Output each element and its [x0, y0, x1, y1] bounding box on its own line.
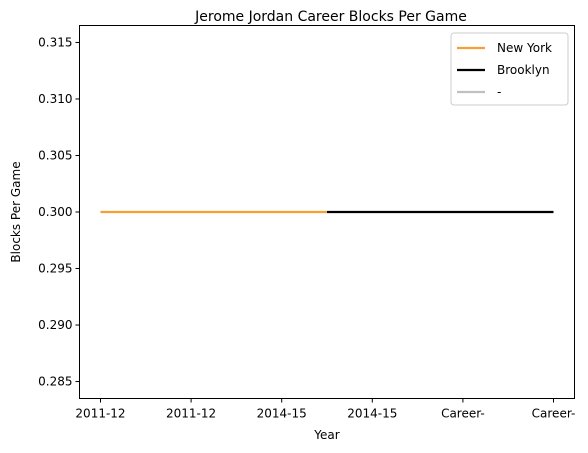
- y-axis: 0.285 0.290 0.295 0.300 0.305 0.310 0.315: [38, 35, 80, 389]
- y-axis-label: Blocks Per Game: [9, 161, 23, 262]
- legend: New York Brooklyn -: [450, 32, 569, 106]
- x-tick-label: 2011-12: [166, 407, 216, 421]
- x-tick-label: 2011-12: [75, 407, 125, 421]
- y-tick-label: 0.300: [38, 205, 72, 219]
- chart-title: Jerome Jordan Career Blocks Per Game: [194, 9, 467, 25]
- legend-label: New York: [497, 41, 552, 55]
- y-tick-label: 0.310: [38, 92, 72, 106]
- x-axis-label: Year: [313, 428, 339, 442]
- y-tick-label: 0.305: [38, 148, 72, 162]
- y-tick-label: 0.315: [38, 35, 72, 49]
- x-tick-label: Career-: [532, 407, 576, 421]
- y-tick-label: 0.285: [38, 375, 72, 389]
- legend-label: Brooklyn: [497, 63, 550, 77]
- x-tick-label: 2014-15: [257, 407, 307, 421]
- x-tick-label: 2014-15: [347, 407, 397, 421]
- legend-label: -: [497, 85, 501, 99]
- legend-box: [450, 32, 569, 106]
- y-tick-label: 0.295: [38, 262, 72, 276]
- y-tick-label: 0.290: [38, 318, 72, 332]
- x-tick-label: Career-: [441, 407, 485, 421]
- x-axis: 2011-12 2011-12 2014-15 2014-15 Career- Caree…: [75, 398, 576, 421]
